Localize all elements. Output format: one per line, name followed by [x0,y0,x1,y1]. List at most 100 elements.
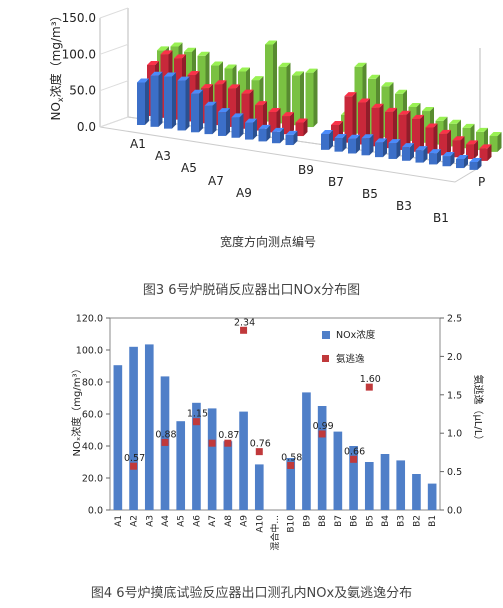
bar-3d [258,124,271,142]
bar-front [305,72,314,128]
bar-3d [268,107,281,133]
bar-3d [150,71,163,127]
right-tick-label: 1.5 [447,390,462,401]
bar-top [442,152,455,157]
ammonia-marker [318,430,326,438]
bar-side [410,143,414,161]
data-label: 0.76 [250,439,271,450]
figure-4-chart: 0.57 0.88 1.15 2.34 0.87 0.76 0.58 0.99 0.66 1.60… [70,314,485,551]
bar-front [278,66,287,124]
p-axis-label: P [478,175,485,189]
data-label: 0.66 [344,446,365,457]
right-tick-label: 0.0 [447,506,462,517]
x-axis-title: 宽度方向测点编号 [220,234,316,249]
bar-3d [361,134,374,156]
x-tick-label: B5 [365,515,375,527]
bar-front [429,153,437,165]
bar-side [396,139,401,159]
bar-top [361,134,374,139]
x-axis-labels: A1 A2 A3 A4 A5 A6 A7 A8 A9 A10 混合中... B10 B9 B8 B7 B6 B5… [114,515,438,551]
right-tick-label: 1.0 [447,429,462,440]
nox-bar [239,411,248,510]
bar-top [282,112,294,117]
bar-top [224,64,237,69]
bar-top [354,62,367,67]
bar-top [137,78,149,83]
nox-bar [113,365,123,510]
bar-side [276,107,281,133]
gridline [99,80,129,92]
bar-3d [344,92,357,143]
bar-front [348,138,356,154]
nox-bar [254,464,264,510]
nox-bar [364,462,374,510]
x-tick-label: A9 [240,515,250,527]
bar-3d [489,132,502,152]
bar-side [280,127,284,144]
bar-front [321,133,329,150]
x-tick-label: B2 [412,515,422,527]
bar-side [290,112,294,135]
bar-top [255,101,267,106]
bar-3d [191,89,203,133]
bar-3d [398,110,411,150]
bar-top [295,118,308,123]
bar-front [265,44,273,122]
plot-area [109,317,441,511]
x-tick-label: B9 [298,163,314,177]
bar-top [375,138,387,143]
y-tick-label: 50.0 [69,84,96,98]
bar-top [466,140,478,145]
bar-front [439,133,447,156]
x-tick-label: A5 [177,515,187,527]
bar-front [422,111,430,143]
bar-side [487,144,492,161]
bar-side [420,114,424,152]
bar-front [415,150,424,163]
bar-top [268,107,281,112]
figure-4-caption: 图4 6号炉摸底试验反应器出口测孔内NOx及氨逃逸分布 [90,586,413,601]
ammonia-marker [224,439,232,447]
bar-top [164,72,176,77]
bar-front [150,75,159,127]
bar-front [361,138,370,156]
bar-3d [204,101,217,135]
bar-side [406,110,411,150]
nox-bar [176,421,186,510]
bar-side [329,129,333,150]
y-tick-label: 100.0 [62,47,96,61]
bar-top [452,136,465,141]
bar-front [255,105,263,131]
data-label: 0.88 [155,429,176,440]
bar-3d [456,154,468,169]
bar-top [469,157,482,162]
bar-top [489,132,502,137]
figure-3-caption: 图3 6号炉脱硝反应器出口NOx分布图 [142,283,361,298]
bar-3d [466,140,478,160]
bar-top [381,82,394,87]
right-axis-label: 氨逃逸（μL/L） [472,375,485,446]
left-tick-label: 40.0 [82,442,103,453]
bar-3d [321,129,333,150]
ammonia-marker [130,462,138,470]
bar-top [292,71,304,76]
legend-label-nox: NOx浓度 [336,329,376,341]
bar-top [147,60,159,65]
bar-3d [231,113,244,138]
bar-3d [348,134,360,154]
ammonia-marker [208,439,216,447]
left-tick-label: 120.0 [76,314,103,325]
bar-3d [402,143,414,161]
bar-side [464,154,468,169]
bar-side [263,101,267,131]
bar-top [388,139,401,144]
y-axis-ticks: 0.0 50.0 100.0 150.0 [62,7,129,134]
y-tick-label: 0.0 [77,120,96,134]
bar-side [474,140,478,160]
x-tick-label: A6 [192,515,202,527]
bar-front [476,131,484,151]
x-tick-label: B4 [381,515,391,527]
bar-3d [425,123,438,154]
bar-top [285,130,298,135]
bar-front [228,88,236,127]
